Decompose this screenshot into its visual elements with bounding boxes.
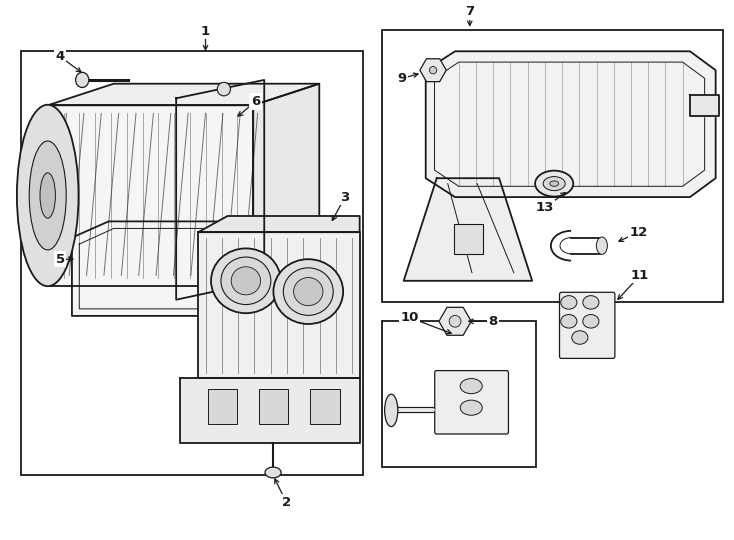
Ellipse shape bbox=[385, 394, 398, 427]
Text: 13: 13 bbox=[535, 201, 554, 214]
Ellipse shape bbox=[583, 296, 599, 309]
Polygon shape bbox=[404, 178, 532, 281]
Text: 2: 2 bbox=[282, 496, 291, 509]
Polygon shape bbox=[72, 221, 286, 316]
Text: 12: 12 bbox=[630, 226, 647, 239]
Text: 5: 5 bbox=[56, 253, 65, 266]
Ellipse shape bbox=[572, 330, 588, 345]
Polygon shape bbox=[48, 84, 319, 105]
Text: 7: 7 bbox=[465, 5, 474, 18]
Ellipse shape bbox=[550, 181, 559, 186]
Ellipse shape bbox=[429, 66, 437, 74]
FancyBboxPatch shape bbox=[435, 370, 509, 434]
Bar bbox=[382, 30, 723, 302]
Bar bbox=[382, 321, 536, 467]
Text: 11: 11 bbox=[631, 269, 649, 282]
Bar bbox=[208, 389, 237, 424]
Ellipse shape bbox=[76, 72, 89, 87]
Text: 10: 10 bbox=[400, 311, 419, 324]
Ellipse shape bbox=[283, 268, 333, 315]
Ellipse shape bbox=[460, 379, 482, 394]
Text: 8: 8 bbox=[489, 315, 498, 328]
Ellipse shape bbox=[221, 257, 271, 305]
Ellipse shape bbox=[596, 237, 608, 254]
Ellipse shape bbox=[211, 248, 280, 313]
Polygon shape bbox=[690, 94, 719, 116]
Ellipse shape bbox=[17, 105, 79, 286]
Ellipse shape bbox=[273, 259, 343, 324]
Bar bbox=[259, 389, 288, 424]
Ellipse shape bbox=[535, 171, 573, 197]
Ellipse shape bbox=[583, 314, 599, 328]
Text: 4: 4 bbox=[56, 50, 65, 63]
Ellipse shape bbox=[543, 177, 565, 191]
Text: 6: 6 bbox=[251, 95, 260, 108]
Ellipse shape bbox=[231, 267, 261, 295]
Ellipse shape bbox=[449, 315, 461, 327]
Ellipse shape bbox=[294, 278, 323, 306]
Polygon shape bbox=[198, 216, 360, 232]
FancyBboxPatch shape bbox=[559, 292, 615, 359]
Polygon shape bbox=[426, 51, 716, 197]
Text: 3: 3 bbox=[341, 191, 349, 204]
Ellipse shape bbox=[265, 467, 281, 478]
Ellipse shape bbox=[561, 314, 577, 328]
Ellipse shape bbox=[40, 173, 56, 218]
Ellipse shape bbox=[29, 141, 66, 250]
Polygon shape bbox=[180, 378, 360, 443]
Ellipse shape bbox=[460, 400, 482, 415]
Bar bbox=[21, 51, 363, 475]
Text: 1: 1 bbox=[201, 25, 210, 38]
Polygon shape bbox=[48, 105, 253, 286]
Polygon shape bbox=[198, 232, 360, 378]
Bar bbox=[454, 224, 483, 254]
Ellipse shape bbox=[217, 82, 230, 96]
Bar bbox=[310, 389, 340, 424]
Polygon shape bbox=[253, 84, 319, 286]
Ellipse shape bbox=[561, 296, 577, 309]
Text: 9: 9 bbox=[398, 72, 407, 85]
